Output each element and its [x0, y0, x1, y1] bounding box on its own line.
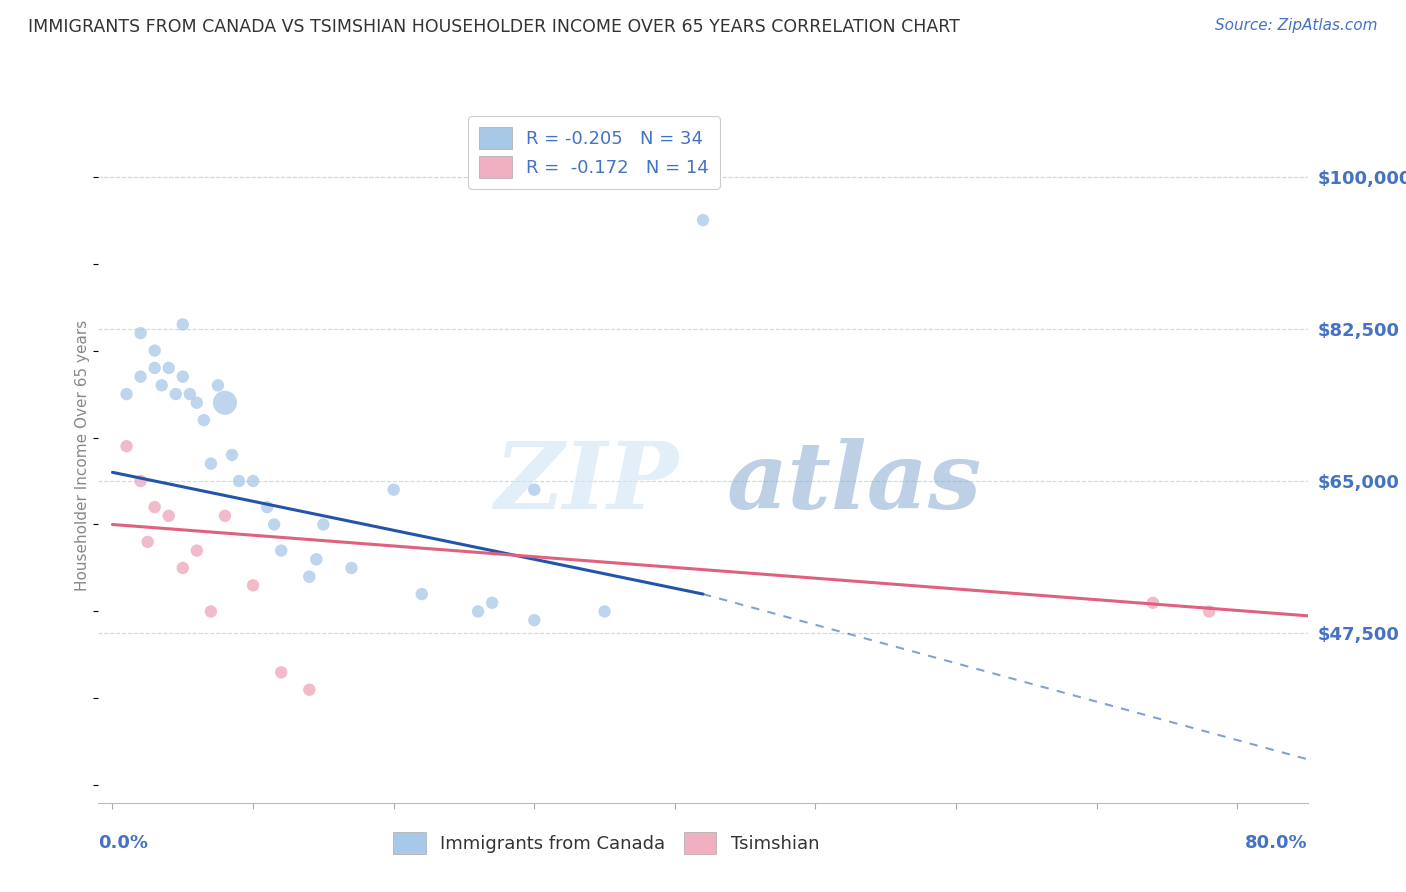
Point: [242, 578, 264, 592]
Point: [340, 561, 363, 575]
Point: [115, 439, 138, 453]
Y-axis label: Householder Income Over 65 years: Householder Income Over 65 years: [75, 319, 90, 591]
Point: [129, 474, 152, 488]
Point: [143, 500, 166, 515]
Point: [228, 474, 250, 488]
Text: atlas: atlas: [727, 438, 983, 528]
Point: [179, 387, 201, 401]
Point: [193, 413, 215, 427]
Point: [150, 378, 173, 392]
Point: [143, 343, 166, 358]
Point: [305, 552, 328, 566]
Point: [411, 587, 433, 601]
Text: 80.0%: 80.0%: [1244, 834, 1308, 852]
Point: [186, 396, 208, 410]
Point: [467, 605, 489, 619]
Point: [221, 448, 243, 462]
Point: [1142, 596, 1164, 610]
Point: [143, 361, 166, 376]
Text: 0.0%: 0.0%: [98, 834, 149, 852]
Point: [523, 613, 546, 627]
Point: [692, 213, 714, 227]
Point: [214, 396, 236, 410]
Point: [270, 543, 292, 558]
Point: [481, 596, 503, 610]
Point: [157, 361, 180, 376]
Point: [214, 508, 236, 523]
Point: [172, 369, 194, 384]
Text: IMMIGRANTS FROM CANADA VS TSIMSHIAN HOUSEHOLDER INCOME OVER 65 YEARS CORRELATION: IMMIGRANTS FROM CANADA VS TSIMSHIAN HOUS…: [28, 18, 960, 36]
Point: [115, 387, 138, 401]
Point: [200, 605, 222, 619]
Point: [165, 387, 187, 401]
Point: [298, 570, 321, 584]
Point: [523, 483, 546, 497]
Point: [129, 326, 152, 341]
Point: [129, 369, 152, 384]
Point: [298, 682, 321, 697]
Point: [242, 474, 264, 488]
Point: [270, 665, 292, 680]
Point: [312, 517, 335, 532]
Point: [200, 457, 222, 471]
Point: [263, 517, 285, 532]
Point: [256, 500, 278, 515]
Point: [172, 561, 194, 575]
Point: [593, 605, 616, 619]
Text: ZIP: ZIP: [495, 438, 679, 528]
Point: [136, 535, 159, 549]
Point: [1198, 605, 1220, 619]
Legend: Immigrants from Canada, Tsimshian: Immigrants from Canada, Tsimshian: [384, 823, 828, 863]
Point: [157, 508, 180, 523]
Text: Source: ZipAtlas.com: Source: ZipAtlas.com: [1215, 18, 1378, 33]
Point: [207, 378, 229, 392]
Point: [186, 543, 208, 558]
Point: [382, 483, 405, 497]
Point: [172, 318, 194, 332]
